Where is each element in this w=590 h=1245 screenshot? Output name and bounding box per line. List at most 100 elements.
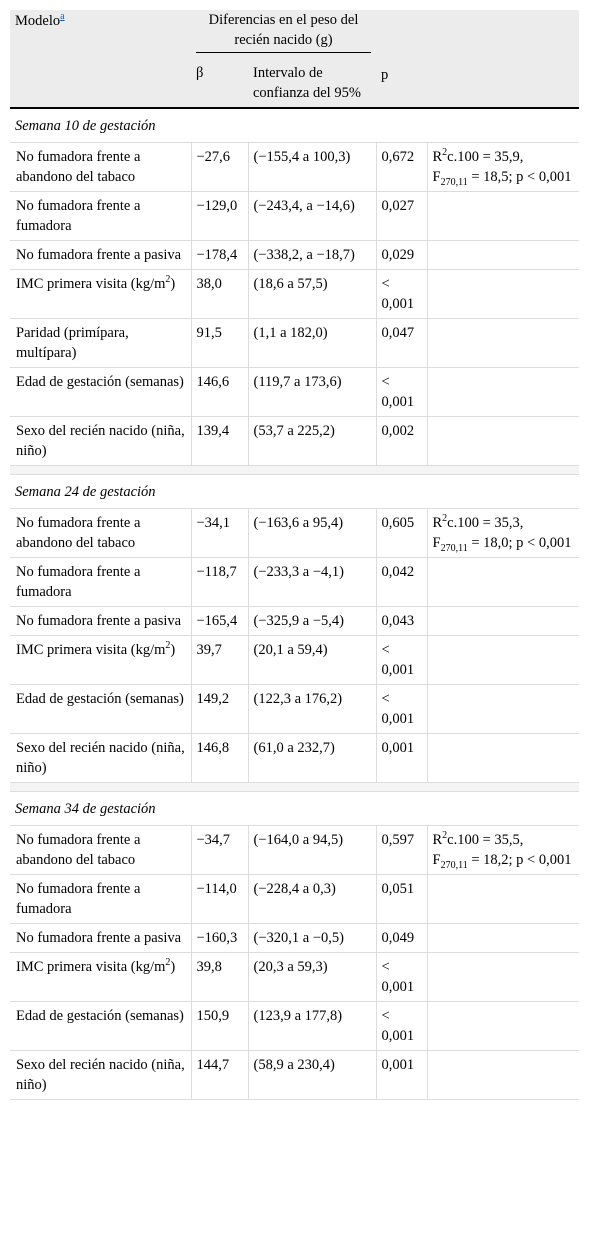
model-text: No fumadora frente a fumadora [16,198,141,234]
cell-model-fit [427,1001,579,1051]
header-ci: Intervalo de confianza del 95% [248,57,376,107]
table-row: Edad de gestación (semanas) 150,9 (123,9 a… [10,1001,579,1051]
footnote-link[interactable]: a [60,11,65,23]
cell-model: Sexo del recién nacido (niña, niño) [10,1050,192,1100]
f-subscript: 270,11 [440,542,468,554]
r2-letter: R [432,832,443,848]
section-heading-row: Semana 10 de gestación [10,108,579,143]
model-text: No fumadora frente a pasiva [16,613,182,629]
table-row: No fumadora frente a abandono del tabaco… [10,825,579,875]
r2-letter: R [432,515,443,531]
model-text: No fumadora frente a abandono del tabaco [16,149,141,185]
section-title: Semana 34 de gestación [10,791,579,826]
model-superscript: 2 [165,640,171,652]
model-text: IMC primera visita (kg/m [16,642,166,658]
cell-model-fit [427,874,579,924]
model-text: IMC primera visita (kg/m [16,276,166,292]
header-diff: Diferencias en el peso del recién nacido… [191,10,376,57]
cell-beta: 144,7 [191,1050,249,1100]
cell-ci: (20,3 a 59,3) [248,952,377,1002]
header-diff-label: Diferencias en el peso del recién nacido… [196,10,371,53]
cell-ci: (122,3 a 176,2) [248,684,377,734]
cell-beta: 146,6 [191,367,249,417]
cell-ci: (−320,1 a −0,5) [248,923,377,953]
header-beta: β [191,57,248,107]
cell-ci: (−228,4 a 0,3) [248,874,377,924]
cell-model: No fumadora frente a abandono del tabaco [10,825,192,875]
model-superscript: 2 [165,274,171,286]
header-model-label: Modelo [15,13,61,29]
cell-model: No fumadora frente a pasiva [10,606,192,636]
table-body: Semana 10 de gestación No fumadora frente… [10,108,579,1100]
r2-value: c.100 = 35,9, [447,149,524,165]
cell-model: No fumadora frente a fumadora [10,874,192,924]
cell-model-fit [427,606,579,636]
cell-p: 0,597 [376,825,428,875]
table-row: Edad de gestación (semanas) 149,2 (122,3 a… [10,684,579,734]
table-row: No fumadora frente a fumadora −114,0 (−228… [10,874,579,924]
cell-p: 0,051 [376,874,428,924]
table-row: Sexo del recién nacido (niña, niño) 139,4… [10,416,579,466]
r2-value: c.100 = 35,3, [447,515,524,531]
model-text: Sexo del recién nacido (niña, niño) [16,740,185,776]
cell-model: No fumadora frente a fumadora [10,557,192,607]
cell-p: 0,672 [376,142,428,192]
cell-p: 0,029 [376,240,428,270]
section-spacer [10,782,579,792]
cell-beta: −178,4 [191,240,249,270]
r2-value: c.100 = 35,5, [447,832,524,848]
section-heading-row: Semana 34 de gestación [10,791,579,826]
cell-p: 0,001 [376,1050,428,1100]
table-row: No fumadora frente a fumadora −118,7 (−233… [10,557,579,607]
table-row: IMC primera visita (kg/m2) 39,8 (20,3 a 59… [10,952,579,1002]
header-model: Modeloa [10,10,191,107]
model-text: Edad de gestación (semanas) [16,691,184,707]
cell-ci: (20,1 a 59,4) [248,635,377,685]
r2-superscript: 2 [442,513,448,525]
table-row: No fumadora frente a abandono del tabaco… [10,508,579,558]
cell-model-fit: R2c.100 = 35,9, F270,11 = 18,5; p < 0,001 [427,142,579,192]
cell-p: < 0,001 [376,952,428,1002]
cell-ci: (−325,9 a −5,4) [248,606,377,636]
model-text: Sexo del recién nacido (niña, niño) [16,1057,185,1093]
cell-model: IMC primera visita (kg/m2) [10,269,192,319]
table-row: No fumadora frente a pasiva −178,4 (−338,2… [10,240,579,270]
model-text: No fumadora frente a fumadora [16,881,141,917]
table-row: No fumadora frente a fumadora −129,0 (−243… [10,191,579,241]
model-text: Edad de gestación (semanas) [16,1008,184,1024]
cell-beta: 149,2 [191,684,249,734]
cell-beta: −165,4 [191,606,249,636]
f-letter: F [432,535,441,551]
cell-model: No fumadora frente a pasiva [10,240,192,270]
table-row: Sexo del recién nacido (niña, niño) 144,7… [10,1050,579,1100]
cell-ci: (−163,6 a 95,4) [248,508,377,558]
f-value: = 18,5; p < 0,001 [467,169,572,185]
cell-p: < 0,001 [376,269,428,319]
table-row: IMC primera visita (kg/m2) 39,7 (20,1 a 59… [10,635,579,685]
cell-beta: −160,3 [191,923,249,953]
cell-p: < 0,001 [376,1001,428,1051]
r2-letter: R [432,149,443,165]
model-text: Sexo del recién nacido (niña, niño) [16,423,185,459]
regression-table-container: Modeloa Diferencias en el peso del recié… [10,10,579,1100]
table-row: Sexo del recién nacido (niña, niño) 146,8… [10,733,579,783]
cell-beta: −114,0 [191,874,249,924]
cell-ci: (123,9 a 177,8) [248,1001,377,1051]
cell-ci: (−338,2, a −18,7) [248,240,377,270]
cell-model: Paridad (primípara, multípara) [10,318,192,368]
cell-model-fit [427,684,579,734]
cell-model: No fumadora frente a fumadora [10,191,192,241]
cell-model: Edad de gestación (semanas) [10,367,192,417]
table-header: Modeloa Diferencias en el peso del recié… [10,10,579,109]
section-title: Semana 24 de gestación [10,474,579,509]
model-text: Paridad (primípara, multípara) [16,325,129,361]
cell-model: Edad de gestación (semanas) [10,684,192,734]
cell-beta: 146,8 [191,733,249,783]
model-tail: ) [170,959,176,975]
header-p: p [381,67,389,83]
cell-beta: −34,1 [191,508,249,558]
cell-model-fit [427,923,579,953]
cell-ci: (1,1 a 182,0) [248,318,377,368]
cell-model-fit [427,733,579,783]
cell-ci: (61,0 a 232,7) [248,733,377,783]
